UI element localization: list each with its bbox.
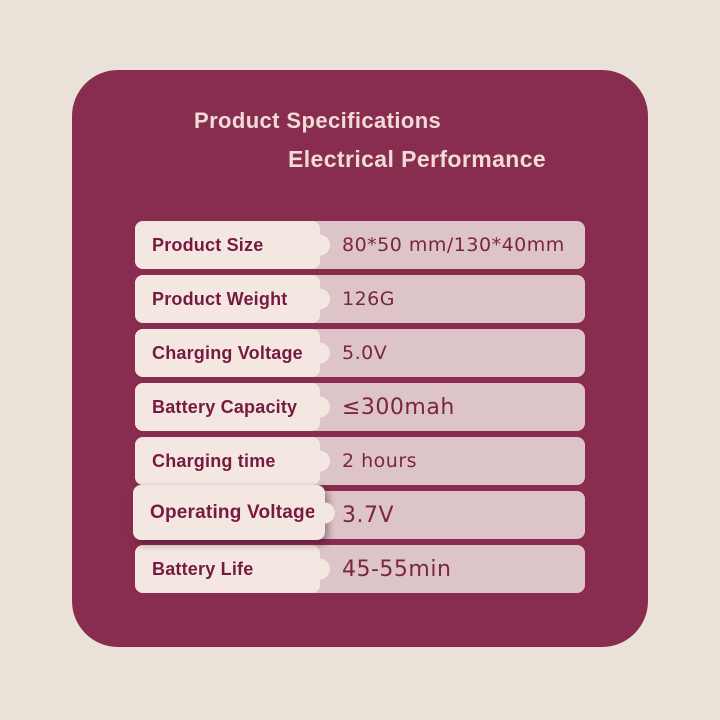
label-panel: Battery Life xyxy=(135,545,320,593)
spec-label: Product Size xyxy=(152,234,264,255)
spec-value: 5.0V xyxy=(342,342,388,364)
spec-table: 80*50 mm/130*40mm Product Size 126G Prod… xyxy=(133,221,585,599)
spec-label: Charging time xyxy=(152,450,276,471)
spec-label: Battery Capacity xyxy=(152,396,298,417)
spec-value: 45-55min xyxy=(342,556,452,582)
table-row-battery-capacity: ≤300mah Battery Capacity xyxy=(135,383,585,431)
table-row-product-weight: 126G Product Weight xyxy=(135,275,585,323)
spec-label: Battery Life xyxy=(152,558,254,579)
card-subtitle: Electrical Performance xyxy=(288,146,547,172)
label-panel: Operating Voltage xyxy=(133,485,325,540)
spec-label: Product Weight xyxy=(152,288,288,309)
spec-value: 126G xyxy=(342,288,395,310)
label-panel: Charging Voltage xyxy=(135,329,320,377)
table-row-product-size: 80*50 mm/130*40mm Product Size xyxy=(135,221,585,269)
label-panel: Battery Capacity xyxy=(135,383,320,431)
table-row-battery-life: 45-55min Battery Life xyxy=(135,545,585,593)
spec-value: 2 hours xyxy=(342,450,418,472)
table-row-operating-voltage: 3.7V Operating Voltage xyxy=(133,485,585,540)
spec-card: Product Specifications Electrical Perfor… xyxy=(72,70,648,647)
spec-label: Charging Voltage xyxy=(152,342,303,363)
table-row-charging-time: 2 hours Charging time xyxy=(135,437,585,485)
label-panel: Product Weight xyxy=(135,275,320,323)
table-row-charging-voltage: 5.0V Charging Voltage xyxy=(135,329,585,377)
label-panel: Charging time xyxy=(135,437,320,485)
spec-value: 3.7V xyxy=(342,502,395,528)
card-title: Product Specifications xyxy=(194,108,442,133)
label-panel: Product Size xyxy=(135,221,320,269)
spec-label: Operating Voltage xyxy=(150,501,316,523)
spec-value: 80*50 mm/130*40mm xyxy=(342,234,565,256)
spec-value: ≤300mah xyxy=(342,394,455,420)
